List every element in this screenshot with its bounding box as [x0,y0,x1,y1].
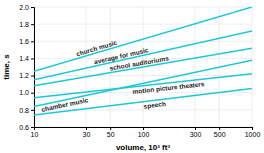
lines [34,7,252,115]
y-tick-label: 2.0 [19,4,29,11]
plot: 10 30 50 100 300 500 1000 0.6 0.8 1.0 1.2 1.4 1.6 1.8… [19,4,260,138]
y-grid-line [34,75,252,76]
x-tick-mark [252,127,253,130]
x-tick-mark [110,127,111,130]
y-axis-line [31,8,35,128]
x-tick-mark [86,127,87,130]
y-tick: 0.8 [19,107,34,114]
line [34,74,252,98]
x-tick-mark [195,127,196,130]
y-tick: 0.6 [19,124,34,131]
y-tick-label: 1.2 [19,72,29,79]
x-tick: 500 [214,127,226,138]
x-axis-line [35,128,253,131]
line-label: chamber music [41,96,89,113]
x-tick-label: 100 [138,131,150,138]
y-tick-label: 1.4 [19,55,29,62]
y-tick-mark [31,76,34,77]
y-tick-mark [31,24,34,25]
x-tick-label: 1000 [245,131,261,138]
y-tick: 1.6 [19,38,34,45]
x-tick-mark [143,127,144,130]
y-axis: 0.6 0.8 1.0 1.2 1.4 1.6 1.8 2.0 [19,4,34,131]
y-tick-label: 1.6 [19,38,29,45]
y-tick-label: 0.8 [19,107,29,114]
x-grid-line [195,7,196,127]
x-tick-label: 10 [31,131,39,138]
y-tick: 1.8 [19,21,34,28]
y-tick: 1.0 [19,89,34,96]
y-tick-mark [31,58,34,59]
y-tick-label: 1.0 [19,89,29,96]
y-axis-title: time, s [2,54,11,80]
y-grid-line [34,7,252,8]
y-tick-mark [31,127,34,128]
x-tick: 10 [31,127,39,138]
y-tick: 2.0 [19,4,34,11]
line-label: motion picture theaters [132,80,205,96]
x-axis-title: volume, 10³ ft³ [116,143,171,152]
line [34,7,252,71]
line-label: school auditoriums [109,54,170,71]
x-tick: 1000 [245,127,261,138]
x-tick: 30 [83,127,91,138]
y-tick-mark [31,93,34,94]
x-tick: 50 [107,127,115,138]
y-grid-line [34,24,252,25]
x-tick-label: 500 [214,131,226,138]
grid [34,7,252,127]
y-grid-line [34,41,252,42]
y-tick: 1.4 [19,55,34,62]
line-labels: church musicaverage for musicschool audi… [41,39,206,113]
line [34,31,252,80]
x-tick-label: 30 [83,131,91,138]
y-tick-label: 1.8 [19,21,29,28]
y-tick-mark [31,41,34,42]
y-tick-mark [31,7,34,8]
x-tick-mark [219,127,220,130]
line-label: speech [143,100,166,111]
x-grid-line [252,7,253,127]
y-tick-label: 0.6 [19,124,29,131]
y-tick: 1.2 [19,72,34,79]
y-tick-mark [31,110,34,111]
chart: 10 30 50 100 300 500 1000 0.6 0.8 1.0 1.2 1.4 1.6 1.8… [0,0,264,153]
x-tick: 300 [190,127,202,138]
x-tick: 100 [138,127,150,138]
line [34,60,252,106]
x-tick-label: 300 [190,131,202,138]
x-axis: 10 30 50 100 300 500 1000 [31,127,261,138]
x-tick-label: 50 [107,131,115,138]
